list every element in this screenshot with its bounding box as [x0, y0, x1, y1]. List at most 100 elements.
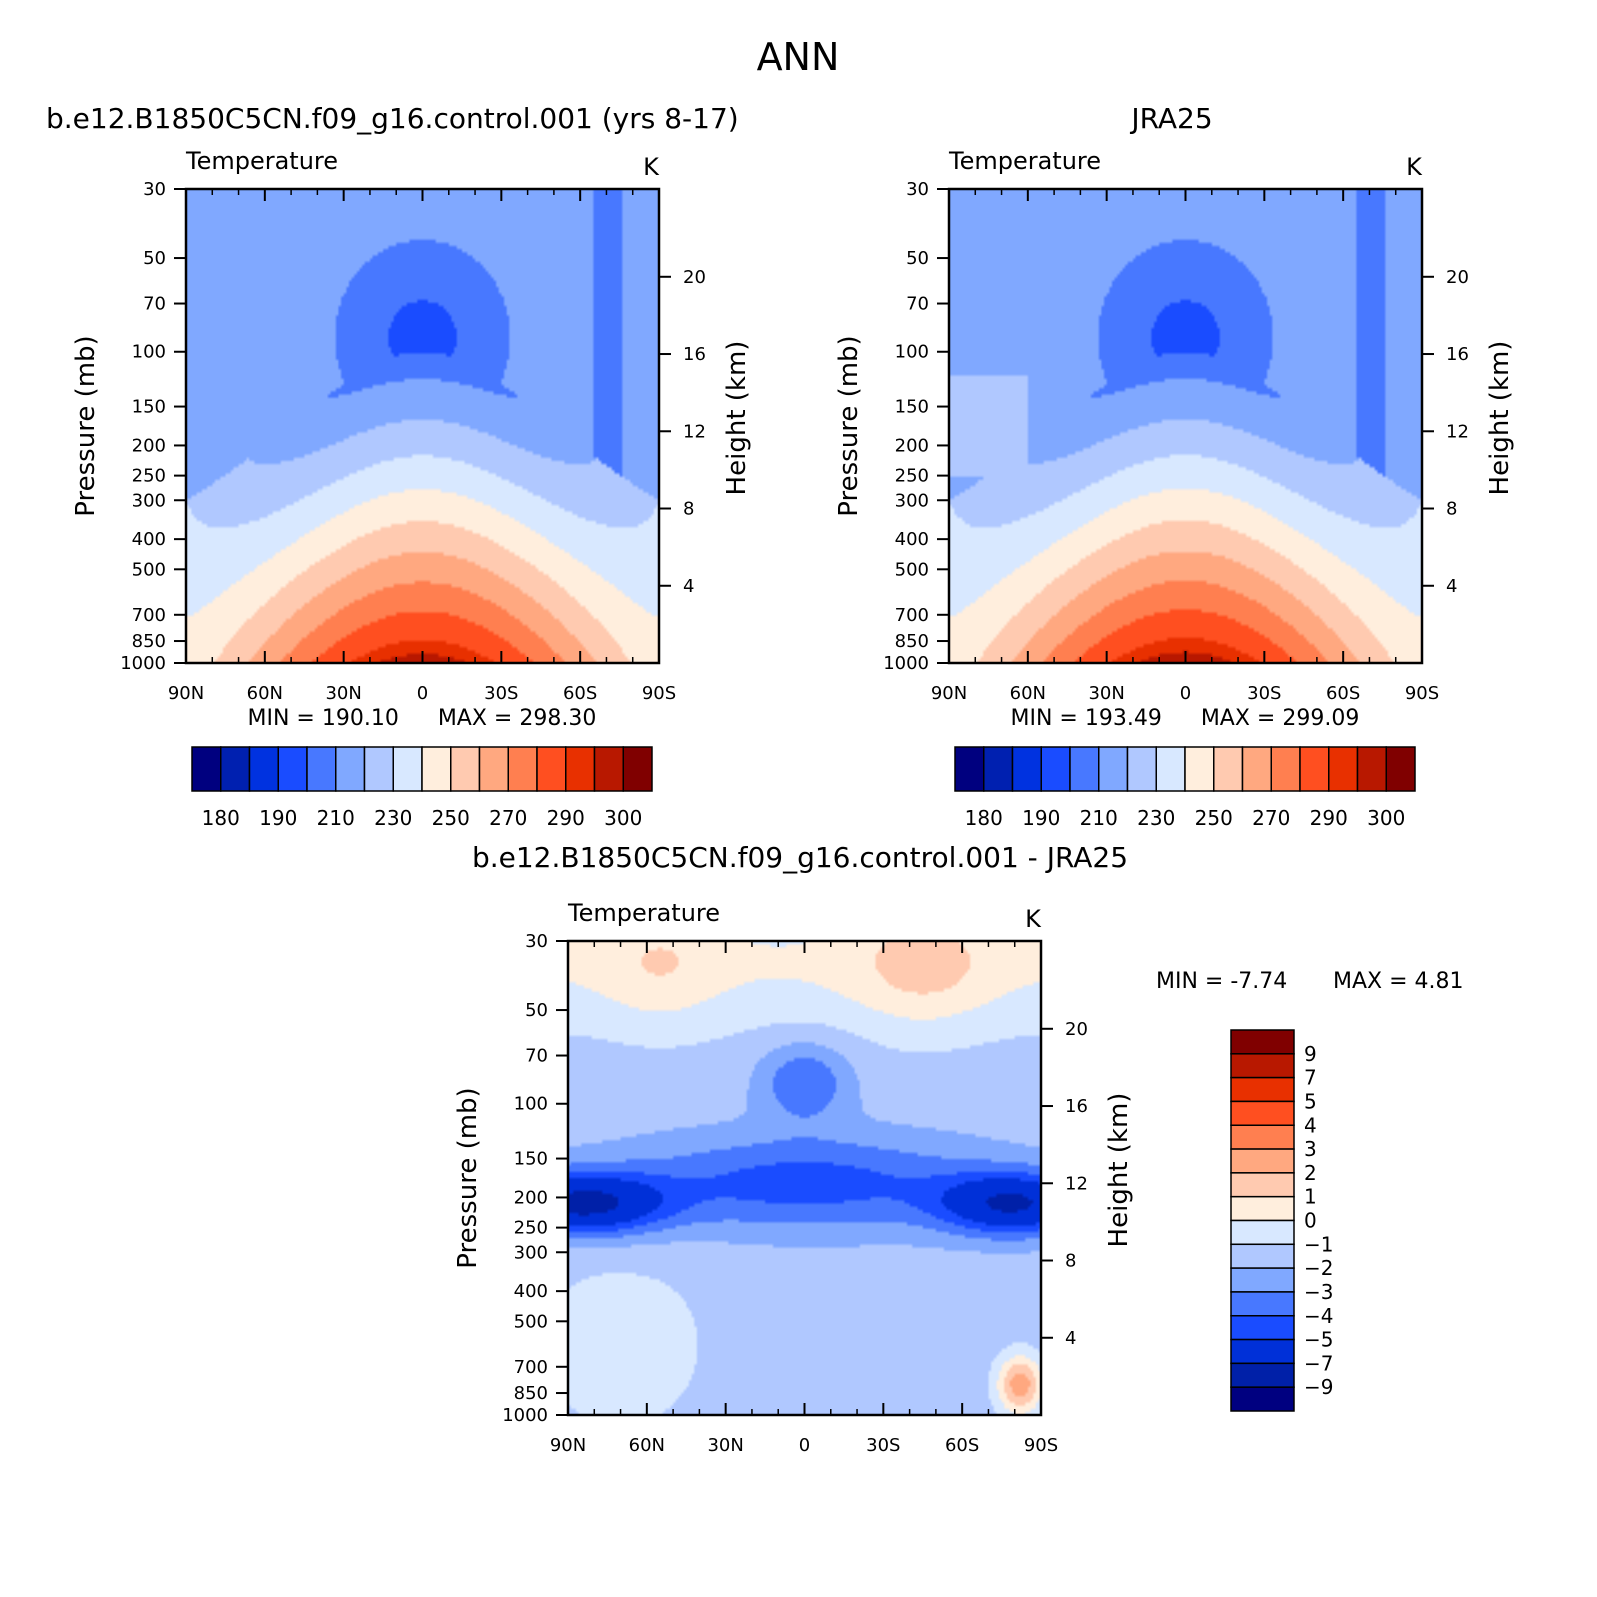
panel-obs: JRA25 Temperature K 90N 60N 30N 0 30S 60S 90S 30 5… [834, 102, 1515, 830]
y-tick-label: 700 [895, 605, 929, 626]
y-tick-label: 70 [143, 294, 166, 315]
x-tick-label: 30N [707, 1435, 743, 1456]
x-tick-label: 90S [642, 683, 676, 704]
colorbar-box [1230, 1219, 1295, 1246]
colorbar-label: 250 [432, 806, 470, 830]
x-tick-label: 30S [1247, 683, 1281, 704]
colorbar-label: −7 [1304, 1351, 1333, 1375]
colorbar-box [507, 746, 538, 792]
colorbar-label: −1 [1304, 1232, 1333, 1256]
y-tick-label: 100 [895, 342, 929, 363]
panel-diff-heading: b.e12.B1850C5CN.f09_g16.control.001 - JR… [472, 841, 1128, 874]
variable-label: Temperature [948, 147, 1101, 175]
colorbar-label: −4 [1304, 1304, 1333, 1328]
height-tick-label: 4 [1446, 576, 1457, 597]
colorbar-box [1230, 1100, 1295, 1126]
x-tick-label: 60S [563, 683, 597, 704]
colorbar-box [220, 746, 251, 792]
colorbar-label: 190 [259, 806, 297, 830]
colorbar-box [954, 746, 985, 792]
colorbar-label: 9 [1304, 1042, 1317, 1066]
units-label: K [643, 153, 660, 181]
y-tick-label: 70 [525, 1046, 548, 1067]
y-tick-label: 70 [906, 294, 929, 315]
y-tick-label: 500 [132, 559, 166, 580]
variable-label: Temperature [567, 899, 720, 927]
colorbar-box [1230, 1243, 1295, 1269]
y-tick-label: 850 [895, 631, 929, 652]
colorbar-box [1230, 1172, 1295, 1198]
height-tick-label: 20 [683, 267, 706, 288]
height-tick-label: 8 [1446, 499, 1457, 520]
height-tick-label: 16 [1446, 344, 1469, 365]
panel-model: b.e12.B1850C5CN.f09_g16.control.001 (yrs… [46, 102, 752, 830]
colorbar-box [1230, 1315, 1295, 1341]
colorbar-label: −3 [1304, 1280, 1333, 1304]
y-tick-label: 400 [895, 529, 929, 550]
x-tick-label: 30N [1088, 683, 1124, 704]
min-label: MIN = 190.10 [248, 706, 399, 731]
colorbar-box [1230, 1267, 1295, 1293]
colorbar-box [536, 746, 567, 792]
y-axis-title: Pressure (mb) [71, 335, 101, 516]
y-tick-label: 400 [132, 529, 166, 550]
height-tick-label: 16 [683, 344, 706, 365]
variable-label: Temperature [185, 147, 338, 175]
y-tick-label: 500 [514, 1311, 548, 1332]
x-tick-label: 90N [550, 1435, 586, 1456]
colorbar-box [1230, 1362, 1295, 1388]
colorbar-box [478, 746, 509, 792]
colorbar-box [363, 746, 394, 792]
colorbar-box [421, 746, 452, 792]
y-tick-label: 30 [525, 931, 548, 952]
colorbar-box [565, 746, 596, 792]
colorbar-box [1069, 746, 1100, 792]
colorbar-box [277, 746, 308, 792]
height-tick-label: 4 [1065, 1328, 1076, 1349]
y-axis-title: Pressure (mb) [834, 335, 864, 516]
colorbar-label: 180 [965, 806, 1003, 830]
height-tick-label: 12 [1065, 1173, 1088, 1194]
y-tick-label: 300 [895, 490, 929, 511]
x-tick-label: 30N [325, 683, 361, 704]
colorbar-label: 5 [1304, 1089, 1317, 1113]
height-tick-label: 4 [683, 576, 694, 597]
colorbar-box [1040, 746, 1071, 792]
colorbar-box [1011, 746, 1042, 792]
colorbar-box [335, 746, 366, 792]
colorbar-label: −2 [1304, 1256, 1333, 1280]
colorbar-box [1230, 1053, 1295, 1079]
min-label: MIN = -7.74 [1156, 969, 1287, 994]
colorbar-label: 230 [374, 806, 412, 830]
colorbar-label: 1 [1304, 1185, 1317, 1209]
colorbar-label: 210 [317, 806, 355, 830]
colorbar-label: 290 [547, 806, 585, 830]
x-tick-label: 60S [945, 1435, 979, 1456]
colorbar-label: 3 [1304, 1137, 1317, 1161]
y-tick-label: 250 [895, 466, 929, 487]
x-tick-label: 0 [799, 1435, 810, 1456]
y-tick-label: 30 [143, 179, 166, 200]
colorbar-box [983, 746, 1014, 792]
plot-model: Temperature K 90N 60N 30N 0 30S 60S 90S 30 50 70 100… [71, 147, 752, 830]
colorbar-box [1230, 1386, 1295, 1412]
height-tick-label: 20 [1446, 267, 1469, 288]
colorbar-label: 300 [1367, 806, 1405, 830]
x-tick-label: 30S [866, 1435, 900, 1456]
y-tick-label: 850 [132, 631, 166, 652]
colorbar-label: 230 [1137, 806, 1175, 830]
y-tick-label: 400 [514, 1281, 548, 1302]
colorbar-label: 250 [1195, 806, 1233, 830]
x-tick-label: 90N [168, 683, 204, 704]
max-label: MAX = 298.30 [438, 706, 597, 731]
y-tick-label: 100 [132, 342, 166, 363]
y-tick-label: 1000 [883, 653, 929, 674]
colorbar-box [1098, 746, 1129, 792]
colorbar-box [622, 746, 653, 792]
colorbar-box [1385, 746, 1416, 792]
colorbar-box [306, 746, 337, 792]
height-tick-label: 12 [1446, 421, 1469, 442]
y-tick-label: 300 [514, 1242, 548, 1263]
y-tick-label: 250 [514, 1218, 548, 1239]
